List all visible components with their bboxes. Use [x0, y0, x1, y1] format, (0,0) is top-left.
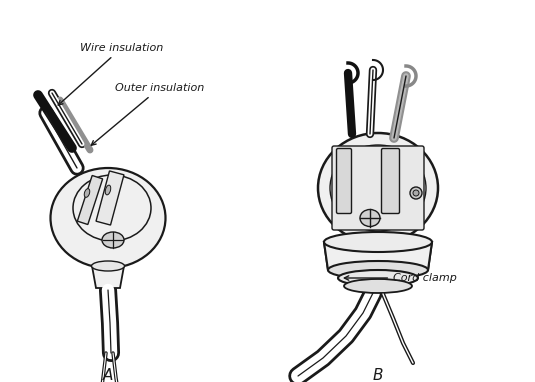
- Ellipse shape: [102, 232, 124, 248]
- Ellipse shape: [91, 261, 125, 271]
- Ellipse shape: [360, 209, 380, 227]
- Polygon shape: [78, 175, 103, 225]
- Polygon shape: [96, 171, 124, 225]
- Text: B: B: [373, 367, 383, 382]
- Text: Wire insulation: Wire insulation: [58, 43, 163, 105]
- FancyBboxPatch shape: [332, 146, 424, 230]
- Ellipse shape: [84, 189, 90, 197]
- Ellipse shape: [318, 133, 438, 243]
- Polygon shape: [324, 242, 432, 270]
- Text: Outer insulation: Outer insulation: [91, 83, 204, 145]
- Ellipse shape: [324, 232, 432, 252]
- FancyBboxPatch shape: [381, 149, 400, 214]
- Ellipse shape: [50, 168, 165, 268]
- Polygon shape: [92, 266, 124, 288]
- Ellipse shape: [344, 279, 412, 293]
- Ellipse shape: [413, 190, 419, 196]
- Ellipse shape: [328, 261, 428, 279]
- FancyBboxPatch shape: [337, 149, 351, 214]
- Ellipse shape: [410, 187, 422, 199]
- Text: Cord clamp: Cord clamp: [345, 273, 457, 283]
- Ellipse shape: [105, 185, 111, 195]
- Text: A: A: [103, 367, 113, 382]
- Ellipse shape: [338, 270, 418, 286]
